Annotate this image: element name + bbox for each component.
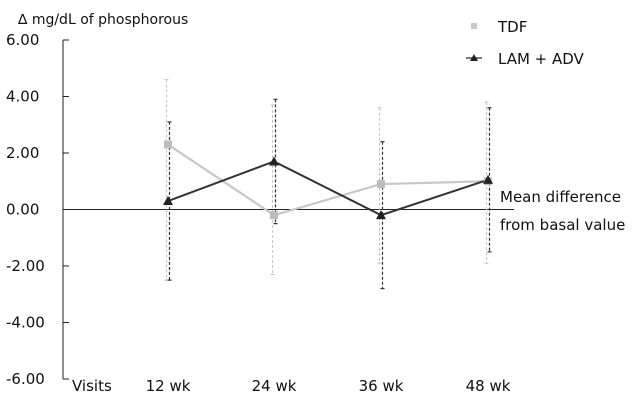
data-point-lam-adv [483,174,493,184]
series-line [167,143,489,217]
legend-label-tdf: TDF [497,18,527,36]
y-tick-label: 4.00 [6,88,39,106]
x-tick-label: 24 wk [252,377,297,395]
legend-item-lam-adv: LAM + ADV [466,50,585,68]
y-tick-label: -6.00 [6,370,45,388]
y-tick-label: 6.00 [6,31,39,49]
legend: TDF LAM + ADV [466,18,585,68]
y-axis-label: ∆ mg/dL of phosphorous [17,12,188,28]
x-tick-label: 36 wk [359,377,404,395]
reference-line-label-2: from basal value [500,216,625,234]
y-tick-label: 0.00 [6,201,39,219]
x-axis-label: Visits [72,377,112,395]
legend-label-lam-adv: LAM + ADV [498,50,585,68]
x-tick-label: 12 wk [146,377,191,395]
x-tick-label: 48 wk [466,377,511,395]
y-tick-label: -4.00 [6,314,45,332]
data-point-tdf [164,140,172,149]
legend-triangle-marker [470,54,478,61]
data-point-tdf [377,180,385,189]
series-line [167,160,489,217]
reference-line-label-1: Mean difference [500,188,621,206]
y-tick-label: -2.00 [6,257,45,275]
legend-square-marker [471,23,477,29]
legend-item-tdf: TDF [471,18,527,36]
data-point-lam-adv [376,210,386,220]
y-tick-label: 2.00 [6,144,39,162]
data-point-lam-adv [163,196,173,206]
data-point-tdf [270,211,278,220]
data-point-lam-adv [269,156,279,166]
